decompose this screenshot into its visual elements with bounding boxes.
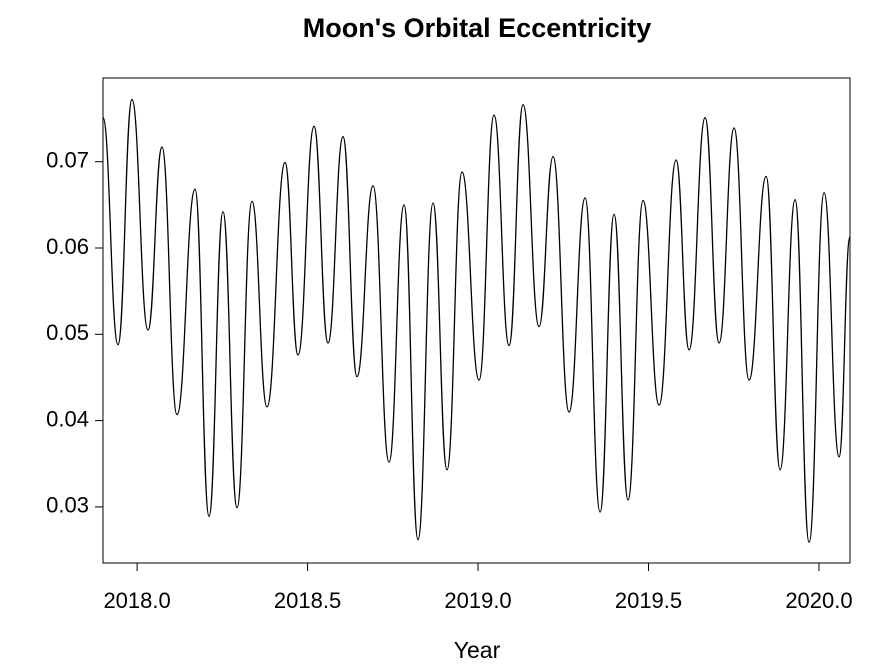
y-tick-label: 0.04 xyxy=(46,406,89,431)
chart-title: Moon's Orbital Eccentricity xyxy=(303,13,652,43)
x-tick-label: 2020.0 xyxy=(785,588,852,613)
x-axis-label: Year xyxy=(454,637,501,663)
y-tick-label: 0.03 xyxy=(46,493,89,518)
x-tick-label: 2019.5 xyxy=(615,588,682,613)
x-tick-label: 2018.5 xyxy=(274,588,341,613)
x-tick-label: 2018.0 xyxy=(103,588,170,613)
data-line xyxy=(102,98,851,543)
y-tick-label: 0.05 xyxy=(46,320,89,345)
x-tick-label: 2019.0 xyxy=(444,588,511,613)
y-tick-label: 0.06 xyxy=(46,234,89,259)
y-tick-label: 0.07 xyxy=(46,148,89,173)
plot-box xyxy=(102,77,851,564)
